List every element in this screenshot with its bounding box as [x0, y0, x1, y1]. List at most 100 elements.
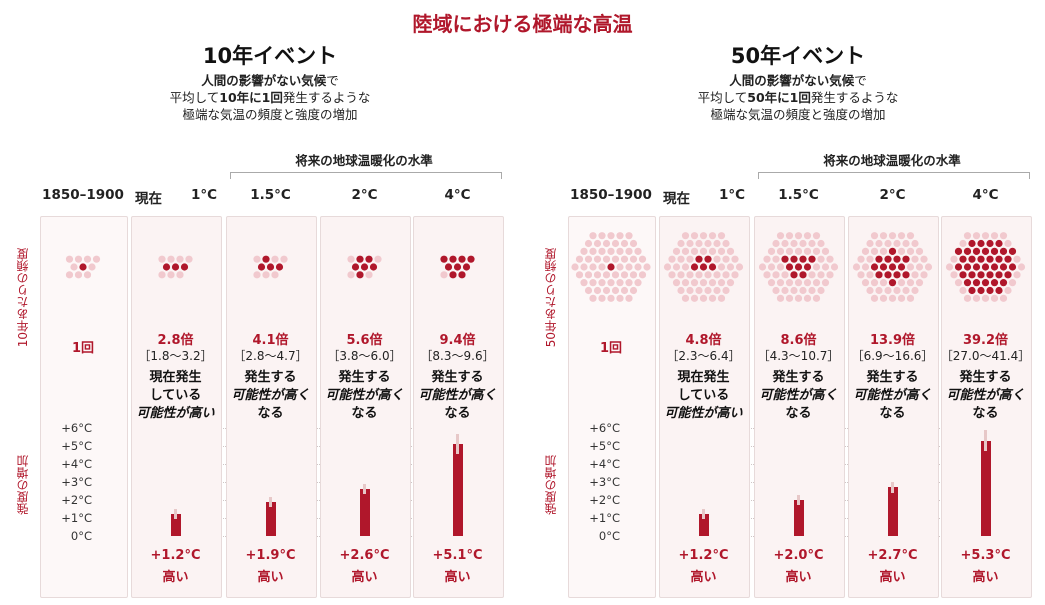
frequency-dot-light [580, 247, 588, 255]
frequency-dot-light [812, 279, 821, 287]
frequency-dot-light [602, 271, 611, 279]
frequency-dot-light [681, 263, 690, 271]
frequency-dot-light [959, 239, 967, 248]
frequency-dot-light [999, 232, 1008, 240]
frequency-dot-light [870, 294, 879, 302]
frequency-dot-dark [959, 271, 967, 279]
frequency-dot-dark [257, 263, 266, 271]
frequency-dot-light [794, 294, 803, 302]
frequency-dot-light [589, 232, 597, 240]
frequency-dot-dark [981, 247, 990, 255]
column-header-baseline: 1850–1900 [570, 187, 652, 203]
future-warming-label: 将来の地球温暖化の水準 [823, 153, 961, 168]
frequency-dot-dark [902, 271, 910, 279]
frequency-dot-light [708, 294, 717, 302]
frequency-dot-light [879, 294, 888, 302]
frequency-dot-light [812, 263, 821, 271]
frequency-dot-light [866, 255, 874, 263]
frequency-dot-light [580, 263, 588, 271]
frequency-dot-light [643, 263, 651, 271]
frequency-dot-light [598, 294, 606, 302]
desc-bold: 人間の影響がない気候 [729, 73, 855, 88]
event-description: 人間の影響がない気候で 平均して50年に1回発生するような 極端な気温の頻度と強度の… [618, 72, 978, 123]
frequency-dots [253, 255, 288, 279]
frequency-dot-light [253, 255, 261, 263]
frequency-dot-light [686, 271, 694, 279]
frequency-dot-light [950, 271, 958, 279]
frequency-dot-light [893, 286, 901, 295]
desc-bold: 10年に1回 [219, 90, 283, 105]
column-header-warming: 1°C [719, 187, 746, 203]
frequency-dot-light [857, 271, 865, 279]
intensity-value: +5.3°C [960, 548, 1011, 563]
frequency-dot-light [668, 255, 676, 263]
frequency-dot-light [708, 232, 717, 240]
frequency-dot-light [879, 232, 888, 240]
frequency-dot-light [584, 271, 593, 279]
likelihood-text: 現在発生 [149, 370, 202, 385]
frequency-dot-dark [995, 271, 1003, 279]
column-header-present: 現在 [135, 191, 162, 207]
frequency-dots [663, 232, 744, 302]
frequency-dot-light [906, 232, 915, 240]
description-line: 平均して10年に1回発生するような [90, 89, 450, 106]
frequency-dot-light [690, 294, 699, 302]
frequency-dot-light [884, 286, 892, 295]
frequency-dot-light [794, 247, 803, 255]
frequency-dot-light [911, 255, 919, 263]
y-tick-label: +3°C [61, 475, 92, 489]
frequency-dot-light [785, 247, 794, 255]
intensity-level: 高い [257, 570, 284, 585]
frequency-dot-dark [968, 271, 976, 279]
frequency-dot-light [902, 286, 910, 295]
frequency-dots [945, 232, 1026, 302]
frequency-dot-dark [986, 255, 994, 263]
frequency-dot-light [607, 232, 615, 240]
frequency-dot-light [826, 255, 834, 263]
frequency-dot-light [924, 263, 933, 271]
intensity-value: +1.9°C [245, 548, 296, 563]
frequency-dot-light [699, 294, 708, 302]
frequency-dot-light [861, 263, 870, 271]
frequency-dot-light [713, 286, 721, 295]
likelihood-text: 現在発生 [677, 370, 730, 385]
likelihood-text: 可能性が高く [853, 388, 932, 403]
frequency-dot-dark [440, 255, 448, 263]
frequency-range: ［4.3〜10.7］ [757, 349, 840, 363]
frequency-dot-light [708, 247, 717, 255]
frequency-dot-light [817, 271, 825, 279]
frequency-dot-dark [963, 263, 972, 271]
frequency-dot-light [954, 279, 963, 287]
error-bar [456, 434, 459, 455]
frequency-dot-light [799, 239, 807, 248]
frequency-dot-dark [977, 286, 985, 295]
frequency-dot-light [575, 255, 584, 263]
frequency-dot-light [866, 286, 874, 295]
frequency-dot-light [1008, 279, 1017, 287]
frequency-axis-label: 50年あたりの頻度 [544, 248, 558, 348]
likelihood-text: 発生する [772, 370, 825, 385]
frequency-dot-light [990, 232, 999, 240]
frequency-dot-light [758, 263, 767, 271]
frequency-dot-light [817, 239, 825, 248]
frequency-multiplier: 13.9倍 [869, 333, 916, 348]
frequency-dot-light [70, 263, 78, 271]
frequency-dot-dark [790, 255, 798, 263]
frequency-dot-light [616, 279, 624, 287]
frequency-dot-light [365, 271, 373, 279]
main-title: 陸域における極端な高温 [412, 12, 633, 36]
frequency-dot-light [767, 247, 776, 255]
frequency-dot-dark [799, 255, 807, 263]
frequency-dot-dark [954, 247, 963, 255]
frequency-dot-light [280, 255, 288, 263]
frequency-dot-light [695, 286, 703, 295]
y-tick-label: +2°C [589, 493, 620, 507]
frequency-range: ［1.8〜3.2］ [138, 349, 213, 363]
y-tick-label: +5°C [589, 439, 620, 453]
frequency-dot-dark [902, 255, 910, 263]
frequency-dot-light [722, 286, 730, 295]
frequency-dot-light [271, 255, 279, 263]
frequency-dot-light [74, 255, 83, 263]
frequency-dot-dark [171, 263, 180, 271]
frequency-dot-light [176, 255, 184, 263]
